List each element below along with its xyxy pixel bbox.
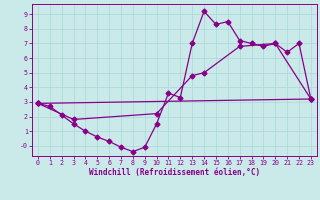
X-axis label: Windchill (Refroidissement éolien,°C): Windchill (Refroidissement éolien,°C)	[89, 168, 260, 177]
